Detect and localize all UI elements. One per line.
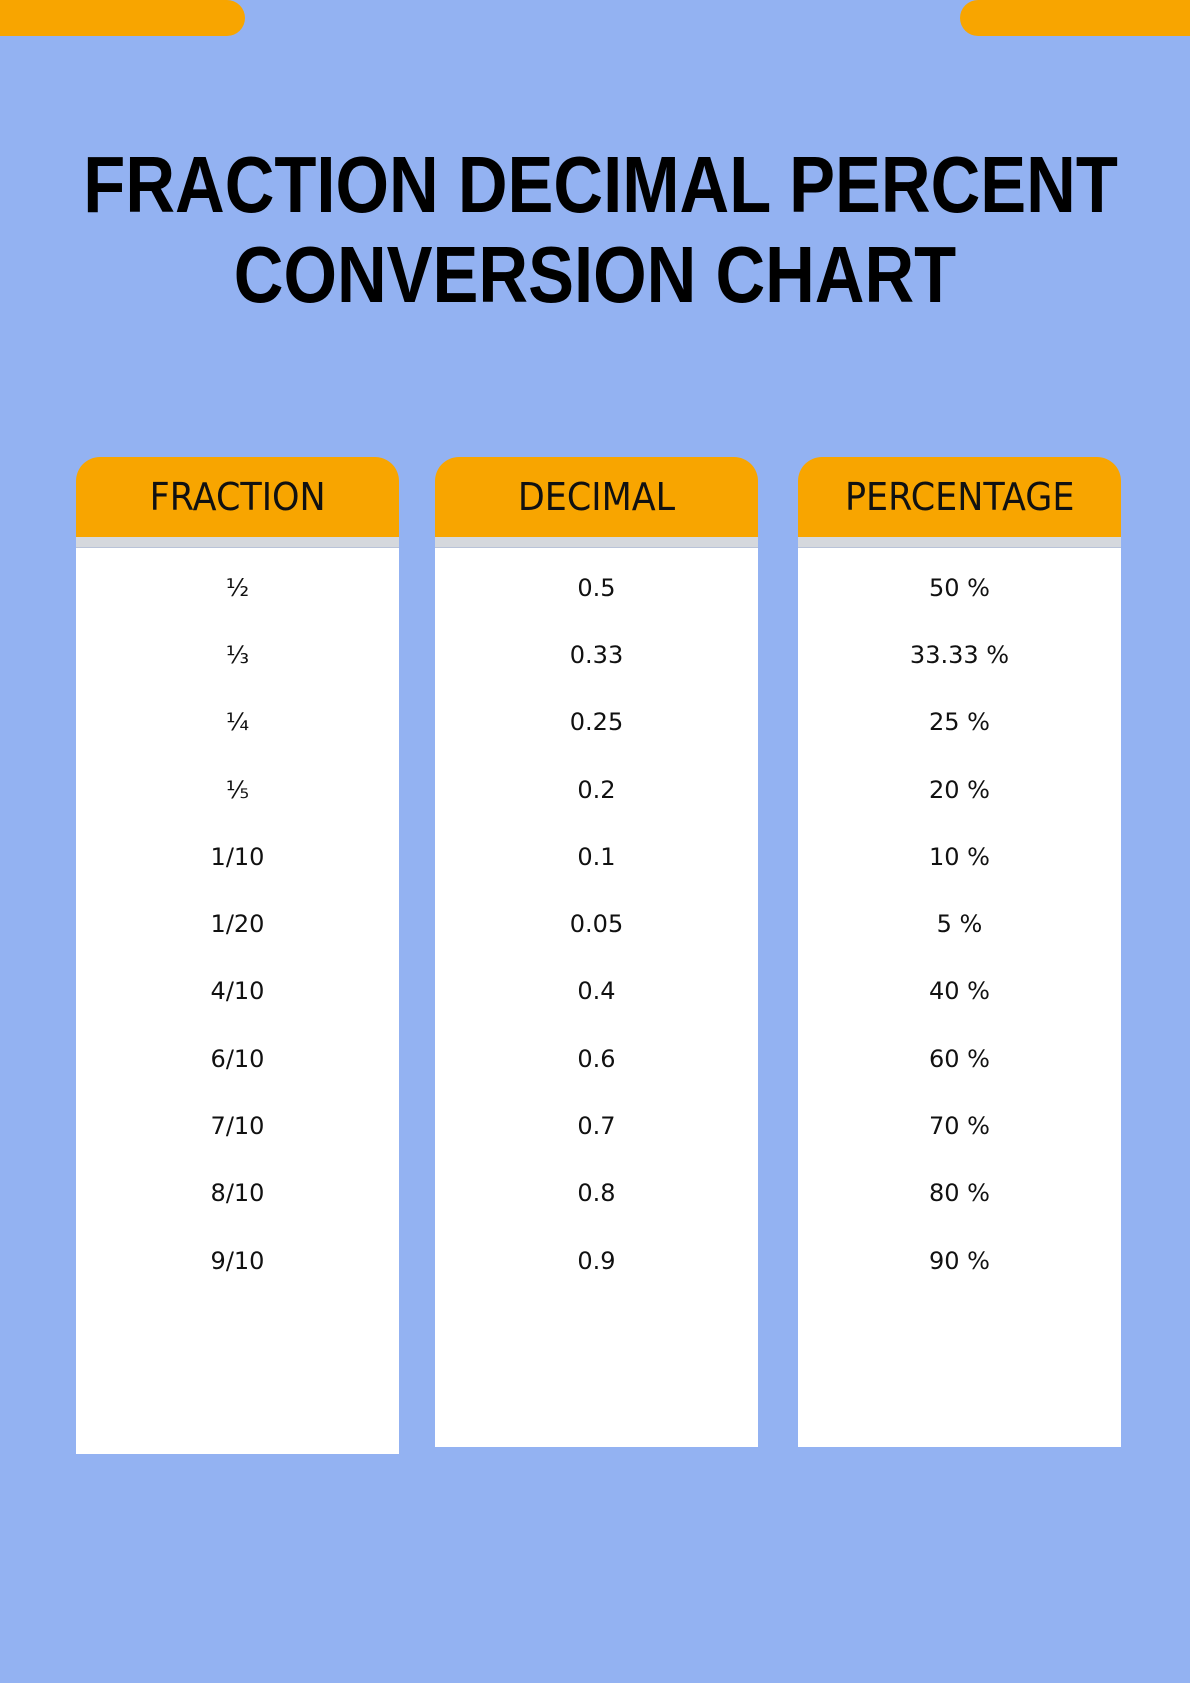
column-body: 0.5 0.33 0.25 0.2 0.1 0.05 0.4 0.6 0.7 0.8 0.9: [435, 548, 758, 1447]
column-header: DECIMAL: [435, 457, 758, 537]
table-cell: 6/10: [210, 1044, 265, 1073]
table-cell: 0.2: [577, 775, 616, 804]
table-cell: 40 %: [929, 977, 990, 1006]
table-cell: 0.6: [577, 1044, 616, 1073]
table-cell: 90 %: [929, 1246, 990, 1275]
table-cell: 70 %: [929, 1112, 990, 1141]
table-cell: 25 %: [929, 708, 990, 737]
header-divider: [76, 537, 399, 548]
table-cell: 1/20: [210, 910, 265, 939]
table-cell: 1/10: [210, 842, 265, 871]
table-cell: 0.1: [577, 842, 616, 871]
table-cell: 60 %: [929, 1044, 990, 1073]
table-cell: ½: [225, 573, 250, 602]
table-cell: 4/10: [210, 977, 265, 1006]
title-line-2: CONVERSION CHART: [233, 230, 957, 319]
table-cell: 7/10: [210, 1112, 265, 1141]
table-cell: ⅕: [225, 775, 250, 804]
table-cell: 0.8: [577, 1179, 616, 1208]
column-percentage: PERCENTAGE 50 % 33.33 % 25 % 20 % 10 % 5 % 40 …: [798, 457, 1121, 1447]
table-cell: 0.05: [569, 910, 624, 939]
table-cell: 80 %: [929, 1179, 990, 1208]
table-cell: 0.5: [577, 573, 616, 602]
table-cell: 20 %: [929, 775, 990, 804]
title-line-1: FRACTION DECIMAL PERCENT: [83, 140, 1118, 229]
table-cell: 0.4: [577, 977, 616, 1006]
column-header-label: PERCENTAGE: [844, 475, 1075, 519]
table-cell: 0.25: [569, 708, 624, 737]
column-header-label: FRACTION: [149, 475, 326, 519]
column-header: PERCENTAGE: [798, 457, 1121, 537]
table-cell: 5 %: [936, 910, 983, 939]
column-body: ½ ⅓ ¼ ⅕ 1/10 1/20 4/10 6/10 7/10 8/10 9/10: [76, 548, 399, 1454]
column-header-label: DECIMAL: [517, 475, 676, 519]
decorative-bar-left: [0, 0, 245, 36]
page-title: FRACTION DECIMAL PERCENT CONVERSION CHAR…: [0, 140, 1190, 320]
table-cell: 0.33: [569, 640, 624, 669]
column-decimal: DECIMAL 0.5 0.33 0.25 0.2 0.1 0.05 0.4 0.6 0.7 0.…: [435, 457, 758, 1447]
table-cell: 0.9: [577, 1246, 616, 1275]
table-cell: 8/10: [210, 1179, 265, 1208]
table-cell: 33.33 %: [909, 640, 1010, 669]
header-divider: [435, 537, 758, 548]
table-cell: ¼: [225, 708, 250, 737]
table-cell: ⅓: [225, 640, 250, 669]
column-fraction: FRACTION ½ ⅓ ¼ ⅕ 1/10 1/20 4/10 6/10 7/10 8/10 9/1…: [76, 457, 399, 1454]
table-cell: 9/10: [210, 1246, 265, 1275]
table-cell: 50 %: [929, 573, 990, 602]
column-body: 50 % 33.33 % 25 % 20 % 10 % 5 % 40 % 60 % 70 % 80…: [798, 548, 1121, 1447]
table-cell: 10 %: [929, 842, 990, 871]
table-cell: 0.7: [577, 1112, 616, 1141]
header-divider: [798, 537, 1121, 548]
column-header: FRACTION: [76, 457, 399, 537]
decorative-bar-right: [960, 0, 1190, 36]
